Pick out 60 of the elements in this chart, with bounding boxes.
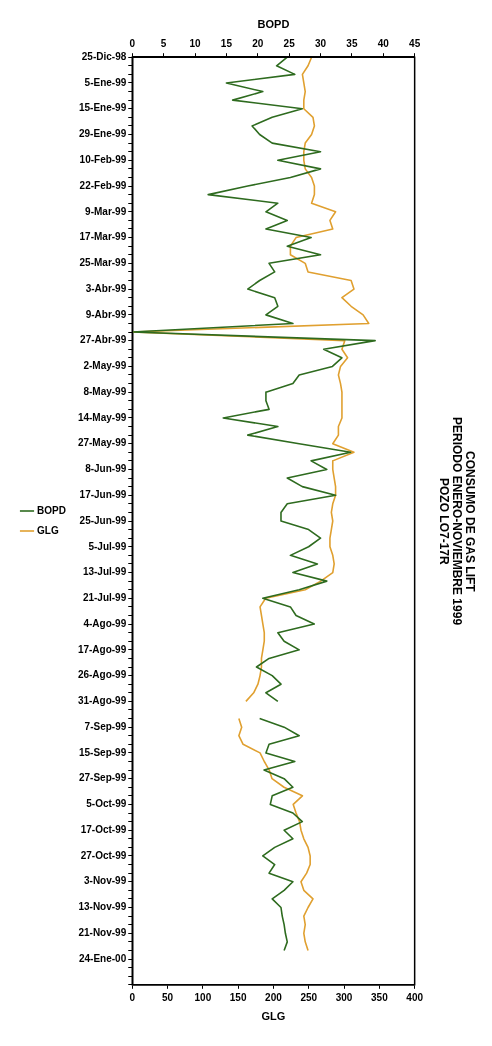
y-tick-label: 5-Ene-99 (84, 76, 127, 88)
y-tick-label: 5-Oct-99 (86, 798, 127, 810)
text: CONSUMO DE GAS LIFT PERIODO ENERO-NOVIEMBRE 1999 POZO LO7-17R (436, 416, 477, 626)
y-tick-label: 27-Abr-99 (80, 334, 127, 346)
x2-tick-label: 25 (283, 37, 296, 49)
x2-tick-label: 0 (129, 37, 136, 49)
y-tick-label: 25-Jun-99 (79, 514, 127, 526)
y-tick-label: 21-Nov-99 (78, 927, 127, 939)
x-tick-label: 250 (300, 991, 318, 1003)
y-tick-label: 13-Nov-99 (78, 901, 127, 913)
x-tick-label: 100 (194, 991, 212, 1003)
legend-label: GLG (37, 524, 59, 536)
y-tick-label: 7-Sep-99 (84, 720, 127, 732)
y-tick-label: 14-May-99 (77, 411, 127, 423)
y-tick-label: 3-Nov-99 (84, 875, 127, 887)
y-tick-label: 2-May-99 (83, 360, 127, 372)
y-tick-label: 25-Dic-98 (81, 50, 127, 62)
x-tick-label: 200 (265, 991, 283, 1003)
y-tick-label: 8-Jun-99 (85, 463, 127, 475)
y-tick-label: 21-Jul-99 (82, 592, 127, 604)
x-tick-label: 400 (406, 991, 424, 1003)
y-tick-label: 15-Ene-99 (79, 102, 127, 114)
x-tick-label: 50 (161, 991, 174, 1003)
x-tick-label: 150 (229, 991, 247, 1003)
y-tick-label: 24-Ene-00 (79, 952, 127, 964)
x2-tick-label: 10 (189, 37, 202, 49)
x2-tick-label: 35 (346, 37, 358, 49)
y-tick-label: 5-Jul-99 (88, 540, 127, 552)
y-tick-label: 4-Ago-99 (83, 617, 127, 629)
x2-tick-label: 30 (314, 37, 327, 49)
y-tick-label: 27-May-99 (77, 437, 127, 449)
y-tick-label: 9-Abr-99 (85, 308, 127, 320)
y-tick-label: 13-Jul-99 (82, 566, 127, 578)
y-tick-label: 17-Oct-99 (80, 823, 127, 835)
y-tick-label: 10-Feb-99 (79, 154, 127, 166)
y-tick-label: 15-Sep-99 (79, 746, 127, 758)
legend-label: BOPD (37, 504, 66, 516)
y-tick-label: 17-Jun-99 (79, 488, 127, 500)
x-tick-label: 350 (371, 991, 389, 1003)
x2-tick-label: 5 (160, 37, 167, 49)
x-tick-label: 300 (335, 991, 353, 1003)
x-axis-title: GLG (261, 1010, 286, 1023)
y-tick-label: 25-Mar-99 (79, 257, 127, 269)
y-tick-label: 17-Ago-99 (77, 643, 127, 655)
x2-tick-label: 45 (409, 37, 421, 49)
y-tick-label: 17-Mar-99 (79, 231, 127, 243)
y-tick-label: 27-Sep-99 (79, 772, 127, 784)
y-tick-label: 8-May-99 (83, 385, 127, 397)
x-tick-label: 0 (129, 991, 136, 1003)
x2-tick-label: 15 (220, 37, 233, 49)
y-tick-label: 27-Oct-99 (80, 849, 127, 861)
y-tick-label: 31-Ago-99 (77, 695, 127, 707)
y-tick-label: 3-Abr-99 (85, 282, 127, 294)
x2-tick-label: 20 (252, 37, 264, 49)
x2-axis-title: BOPD (257, 17, 290, 30)
y-tick-label: 29-Ene-99 (79, 128, 127, 140)
y-tick-label: 9-Mar-99 (85, 205, 127, 217)
y-tick-label: 22-Feb-99 (79, 179, 127, 191)
x2-tick-label: 40 (377, 37, 390, 49)
y-tick-label: 26-Ago-99 (77, 669, 127, 681)
